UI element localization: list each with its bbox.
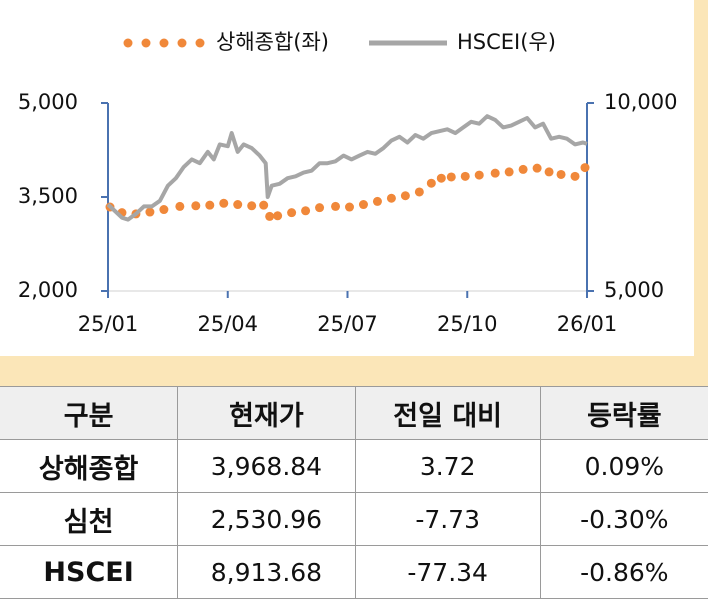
legend-label: 상해종합(좌) — [216, 30, 329, 54]
chart: 2,000 3,500 5,000 5,000 10,000 25/01 25/04 25/0… — [18, 30, 678, 336]
table-cell: 심천 — [0, 492, 179, 546]
table-cell: -7.73 — [354, 492, 541, 546]
table-cell: 2,530.96 — [177, 492, 356, 546]
legend-label: HSCEI(우) — [457, 30, 556, 54]
data-point — [358, 200, 368, 210]
table-row: 상해종합 3,968.84 3.72 0.09% — [0, 439, 708, 493]
x-tick-label: 25/10 — [437, 312, 498, 336]
data-point — [331, 201, 341, 211]
data-point — [301, 206, 311, 216]
data-point — [175, 201, 185, 211]
data-point — [145, 207, 155, 217]
data-point — [426, 178, 436, 188]
data-point — [580, 163, 590, 173]
table-cell: -77.34 — [354, 545, 541, 599]
data-point — [544, 167, 554, 177]
data-point — [259, 200, 269, 210]
data-point — [504, 167, 514, 177]
y-tick-label: 3,500 — [18, 184, 78, 208]
data-point — [436, 173, 446, 183]
data-point — [532, 163, 542, 173]
data-point — [372, 196, 382, 206]
data-table: 구분 현재가 전일 대비 등락률 상해종합 3,968.84 3.72 0.09% 심천 2,53… — [0, 386, 708, 599]
data-point — [400, 191, 410, 201]
data-point — [233, 200, 243, 210]
y2-tick-label: 10,000 — [604, 90, 677, 114]
data-point — [191, 201, 201, 211]
data-point — [414, 187, 424, 197]
data-point — [315, 203, 325, 213]
table-row: 구분 현재가 전일 대비 등락률 — [0, 386, 708, 440]
table-cell: 현재가 — [177, 386, 356, 440]
legend-marker — [195, 38, 205, 48]
data-point — [265, 211, 275, 221]
table-cell: 상해종합 — [0, 439, 179, 493]
y-tick-label: 5,000 — [18, 90, 78, 114]
border-band — [0, 356, 708, 386]
table-cell: 3,968.84 — [177, 439, 356, 493]
y-tick-label: 2,000 — [18, 278, 78, 302]
data-point — [490, 168, 500, 178]
legend-marker — [141, 38, 151, 48]
x-tick-label: 26/01 — [557, 312, 618, 336]
table-cell: 구분 — [0, 386, 179, 440]
data-point — [247, 201, 257, 211]
data-point — [205, 200, 215, 210]
table-cell: 전일 대비 — [354, 386, 541, 440]
legend-marker — [123, 38, 133, 48]
data-point — [556, 169, 566, 179]
table-cell: 8,913.68 — [177, 545, 356, 599]
data-point — [287, 208, 297, 218]
x-tick-label: 25/07 — [317, 312, 378, 336]
data-point — [386, 193, 396, 203]
data-point — [570, 171, 580, 181]
table-cell: 등락률 — [539, 386, 708, 440]
x-tick-label: 25/01 — [78, 312, 139, 336]
data-point — [219, 198, 229, 208]
data-point — [159, 205, 169, 215]
data-point — [460, 171, 470, 181]
x-tick-label: 25/04 — [197, 312, 258, 336]
table-cell: -0.86% — [539, 545, 708, 599]
table-cell: 0.09% — [539, 439, 708, 493]
data-point — [344, 202, 354, 212]
table-cell: 3.72 — [354, 439, 541, 493]
border-strip — [694, 0, 708, 386]
table-cell: HSCEI — [0, 545, 179, 599]
table-row: HSCEI 8,913.68 -77.34 -0.86% — [0, 545, 708, 599]
legend-marker — [177, 38, 187, 48]
data-point — [474, 170, 484, 180]
data-line — [106, 114, 588, 222]
data-point — [518, 164, 528, 174]
data-point — [446, 172, 456, 182]
table-row: 심천 2,530.96 -7.73 -0.30% — [0, 492, 708, 546]
legend-marker — [159, 38, 169, 48]
y2-tick-label: 5,000 — [604, 278, 664, 302]
data-point — [273, 211, 283, 221]
table-cell: -0.30% — [539, 492, 708, 546]
